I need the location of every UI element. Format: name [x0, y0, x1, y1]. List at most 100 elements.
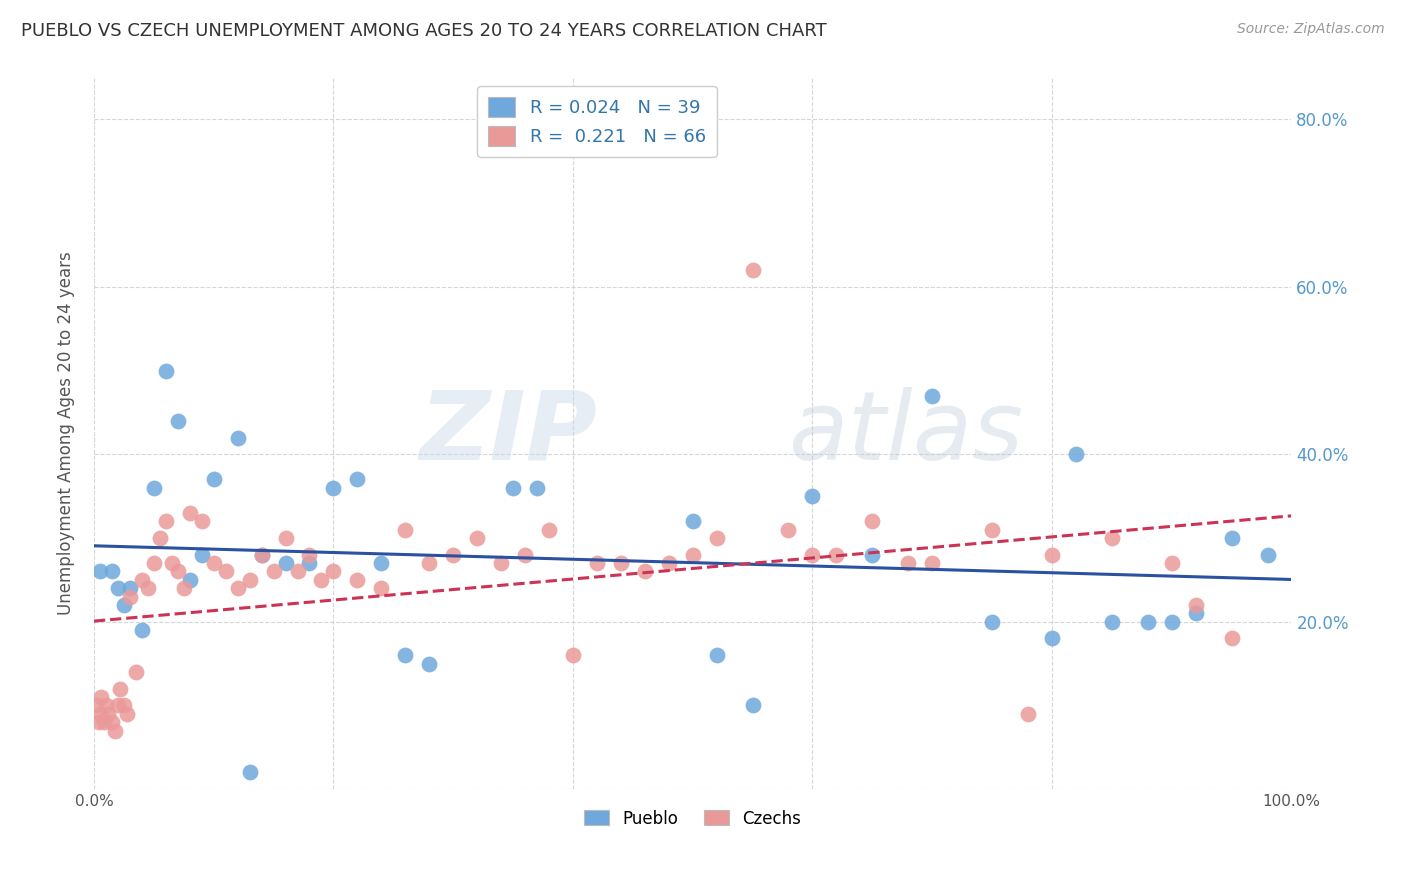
- Point: [1136, 615, 1159, 629]
- Point: [394, 648, 416, 663]
- Point: [263, 565, 285, 579]
- Point: [149, 531, 172, 545]
- Point: [921, 389, 943, 403]
- Legend: Pueblo, Czechs: Pueblo, Czechs: [578, 803, 807, 834]
- Point: [89, 565, 111, 579]
- Point: [97, 706, 120, 721]
- Point: [1160, 556, 1182, 570]
- Point: [118, 581, 141, 595]
- Point: [513, 548, 536, 562]
- Point: [921, 556, 943, 570]
- Point: [239, 765, 262, 780]
- Point: [298, 556, 321, 570]
- Point: [166, 565, 188, 579]
- Point: [1184, 598, 1206, 612]
- Point: [104, 723, 127, 738]
- Point: [179, 506, 201, 520]
- Point: [131, 573, 153, 587]
- Point: [136, 581, 159, 595]
- Point: [860, 514, 883, 528]
- Point: [142, 556, 165, 570]
- Point: [981, 523, 1004, 537]
- Point: [1220, 531, 1243, 545]
- Point: [250, 548, 273, 562]
- Text: PUEBLO VS CZECH UNEMPLOYMENT AMONG AGES 20 TO 24 YEARS CORRELATION CHART: PUEBLO VS CZECH UNEMPLOYMENT AMONG AGES …: [21, 22, 827, 40]
- Point: [107, 581, 129, 595]
- Point: [370, 556, 392, 570]
- Point: [394, 523, 416, 537]
- Point: [155, 514, 177, 528]
- Point: [658, 556, 681, 570]
- Y-axis label: Unemployment Among Ages 20 to 24 years: Unemployment Among Ages 20 to 24 years: [58, 252, 75, 615]
- Point: [250, 548, 273, 562]
- Point: [489, 556, 512, 570]
- Point: [101, 565, 124, 579]
- Point: [1184, 607, 1206, 621]
- Point: [190, 514, 212, 528]
- Point: [125, 665, 148, 679]
- Point: [1160, 615, 1182, 629]
- Point: [179, 573, 201, 587]
- Point: [93, 715, 115, 730]
- Point: [107, 698, 129, 713]
- Point: [346, 573, 368, 587]
- Point: [741, 698, 763, 713]
- Point: [526, 481, 548, 495]
- Point: [322, 481, 344, 495]
- Point: [465, 531, 488, 545]
- Point: [418, 556, 440, 570]
- Point: [131, 623, 153, 637]
- Point: [173, 581, 195, 595]
- Point: [89, 706, 111, 721]
- Point: [298, 548, 321, 562]
- Point: [1017, 706, 1039, 721]
- Point: [1101, 615, 1123, 629]
- Point: [155, 363, 177, 377]
- Point: [90, 690, 112, 705]
- Point: [825, 548, 848, 562]
- Point: [1064, 447, 1087, 461]
- Point: [311, 573, 333, 587]
- Point: [610, 556, 633, 570]
- Point: [86, 698, 108, 713]
- Point: [202, 556, 225, 570]
- Text: Source: ZipAtlas.com: Source: ZipAtlas.com: [1237, 22, 1385, 37]
- Point: [418, 657, 440, 671]
- Point: [706, 531, 728, 545]
- Point: [226, 581, 249, 595]
- Text: atlas: atlas: [789, 387, 1024, 480]
- Point: [142, 481, 165, 495]
- Point: [274, 531, 297, 545]
- Point: [981, 615, 1004, 629]
- Point: [112, 598, 135, 612]
- Point: [239, 573, 262, 587]
- Point: [160, 556, 183, 570]
- Point: [118, 590, 141, 604]
- Point: [322, 565, 344, 579]
- Point: [346, 472, 368, 486]
- Point: [202, 472, 225, 486]
- Point: [778, 523, 800, 537]
- Point: [741, 263, 763, 277]
- Point: [94, 698, 117, 713]
- Point: [274, 556, 297, 570]
- Point: [537, 523, 560, 537]
- Point: [1040, 548, 1063, 562]
- Point: [801, 489, 824, 503]
- Point: [441, 548, 464, 562]
- Point: [561, 648, 583, 663]
- Point: [112, 698, 135, 713]
- Point: [1040, 632, 1063, 646]
- Point: [682, 514, 704, 528]
- Text: ZIP: ZIP: [419, 387, 598, 480]
- Point: [860, 548, 883, 562]
- Point: [1256, 548, 1278, 562]
- Point: [87, 715, 110, 730]
- Point: [801, 548, 824, 562]
- Point: [586, 556, 609, 570]
- Point: [190, 548, 212, 562]
- Point: [226, 430, 249, 444]
- Point: [370, 581, 392, 595]
- Point: [166, 414, 188, 428]
- Point: [502, 481, 524, 495]
